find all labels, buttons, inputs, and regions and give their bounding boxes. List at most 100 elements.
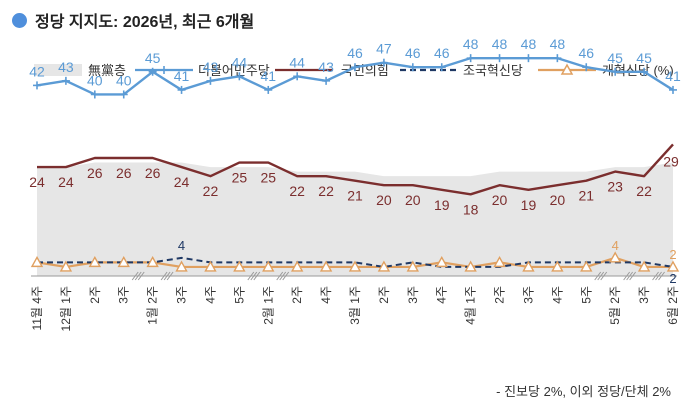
data-label-minju-12: 47 xyxy=(376,41,392,57)
axis-break-6-0 xyxy=(652,271,659,281)
data-label-minju-10: 43 xyxy=(318,59,334,75)
data-label-minju-16: 48 xyxy=(492,36,508,52)
x-tick-label-15: 4월 1주 xyxy=(464,286,478,325)
point-reform-11 xyxy=(348,260,362,272)
data-label-extra-3: 2 xyxy=(669,271,676,286)
x-tick-label-20: 5월 2주 xyxy=(608,286,622,325)
legend-label-reform: 개혁신당 (%) xyxy=(602,63,674,78)
axis-break-5-0 xyxy=(623,271,631,281)
title-bullet-icon xyxy=(12,12,27,28)
x-tick-label-11: 3월 1주 xyxy=(348,286,362,325)
point-reform-2 xyxy=(88,255,102,268)
axis-break-2-0 xyxy=(247,271,255,281)
point-reform-9 xyxy=(290,260,304,272)
data-label-ppp-4: 26 xyxy=(145,165,161,181)
x-tick-label-22: 6월 2주 xyxy=(666,286,680,325)
data-label-minju-20: 45 xyxy=(607,50,623,66)
point-reform-5 xyxy=(175,260,188,272)
x-tick-label-17: 3주 xyxy=(521,286,535,304)
data-label-minju-0: 42 xyxy=(29,63,45,79)
axis-break-3-0 xyxy=(276,271,284,281)
point-reform-0 xyxy=(30,255,44,268)
axis-break-6-1 xyxy=(655,271,662,281)
axis-break-4-1 xyxy=(597,271,605,281)
x-tick-label-6: 4주 xyxy=(203,286,217,304)
data-label-minju-17: 48 xyxy=(521,36,537,52)
point-reform-15 xyxy=(464,260,477,272)
axis-break-3-1 xyxy=(279,271,287,281)
data-label-ppp-22: 29 xyxy=(663,153,679,169)
axis-break-4-2 xyxy=(600,271,608,281)
data-label-ppp-13: 20 xyxy=(405,192,421,208)
data-label-extra-0: 4 xyxy=(178,238,185,253)
data-label-ppp-1: 24 xyxy=(58,174,74,190)
point-reform-6 xyxy=(204,260,217,272)
axis-break-0-2 xyxy=(137,271,145,281)
point-reform-20 xyxy=(608,251,622,263)
axis-break-0-0 xyxy=(131,271,139,281)
undecided-area xyxy=(37,162,673,276)
legend-label-minju: 더불어민주당 xyxy=(198,63,270,78)
point-reform-8 xyxy=(262,260,275,272)
data-label-ppp-20: 23 xyxy=(607,179,623,195)
data-label-ppp-7: 25 xyxy=(232,170,248,186)
series-line-rebuild xyxy=(37,256,674,268)
point-reform-22 xyxy=(666,260,680,272)
data-label-ppp-6: 22 xyxy=(203,183,219,199)
point-reform-13 xyxy=(406,260,420,272)
data-label-extra-1: 4 xyxy=(612,238,619,253)
data-label-ppp-5: 24 xyxy=(174,174,190,190)
data-label-ppp-14: 19 xyxy=(434,197,450,213)
x-tick-label-0: 11월 4주 xyxy=(30,286,44,331)
x-tick-label-2: 2주 xyxy=(88,286,102,304)
point-reform-1 xyxy=(59,260,73,272)
x-tick-label-13: 3주 xyxy=(406,286,420,304)
data-label-ppp-10: 22 xyxy=(318,183,334,199)
chart-footnote: - 진보당 2%, 이외 정당/단체 2% xyxy=(496,384,671,399)
x-tick-label-16: 2주 xyxy=(493,286,507,304)
data-label-ppp-19: 21 xyxy=(578,188,594,204)
legend-label-rebuild: 조국혁신당 xyxy=(463,63,523,78)
series-line-ppp xyxy=(37,143,674,196)
data-label-minju-9: 44 xyxy=(289,54,305,70)
data-label-ppp-9: 22 xyxy=(289,183,305,199)
legend-swatch-reform-marker xyxy=(560,63,574,75)
x-tick-label-7: 5주 xyxy=(232,286,246,304)
x-tick-label-3: 3주 xyxy=(117,286,131,304)
data-label-minju-3: 40 xyxy=(116,72,132,88)
data-label-minju-21: 45 xyxy=(636,50,652,66)
axis-break-2-1 xyxy=(250,271,258,281)
point-reform-4 xyxy=(146,255,159,268)
data-label-minju-19: 46 xyxy=(578,45,594,61)
point-reform-21 xyxy=(637,260,651,272)
data-label-minju-6: 43 xyxy=(203,59,219,75)
data-label-ppp-18: 20 xyxy=(550,192,566,208)
point-reform-10 xyxy=(319,260,333,272)
chart-title: 정당 지지도: 2026년, 최근 6개월 xyxy=(35,14,255,31)
point-reform-16 xyxy=(493,255,506,268)
legend-swatch-undecided xyxy=(34,64,82,76)
x-tick-label-4: 1월 2주 xyxy=(146,286,160,325)
legend-label-undecided: 無黨층 xyxy=(88,63,126,78)
axis-break-1-1 xyxy=(163,271,171,281)
axis-break-0-1 xyxy=(134,271,142,281)
data-label-ppp-3: 26 xyxy=(116,165,132,181)
chart-title-row: 정당 지지도: 2026년, 최근 6개월 xyxy=(12,8,254,32)
data-label-minju-7: 44 xyxy=(232,54,248,70)
data-label-extra-2: 2 xyxy=(669,247,676,262)
axis-break-4-0 xyxy=(594,271,602,281)
data-label-minju-13: 46 xyxy=(405,45,421,61)
x-tick-label-12: 2주 xyxy=(377,286,391,304)
data-label-minju-18: 48 xyxy=(550,36,566,52)
data-label-minju-2: 40 xyxy=(87,72,103,88)
data-label-minju-5: 41 xyxy=(174,68,190,84)
axis-break-3-2 xyxy=(282,271,290,281)
point-reform-17 xyxy=(522,260,535,272)
data-label-minju-15: 48 xyxy=(463,36,479,52)
data-label-ppp-11: 21 xyxy=(347,188,363,204)
x-tick-label-1: 12월 1주 xyxy=(59,286,73,331)
data-label-minju-1: 43 xyxy=(58,59,74,75)
axis-break-5-1 xyxy=(626,271,634,281)
point-reform-14 xyxy=(435,255,448,268)
